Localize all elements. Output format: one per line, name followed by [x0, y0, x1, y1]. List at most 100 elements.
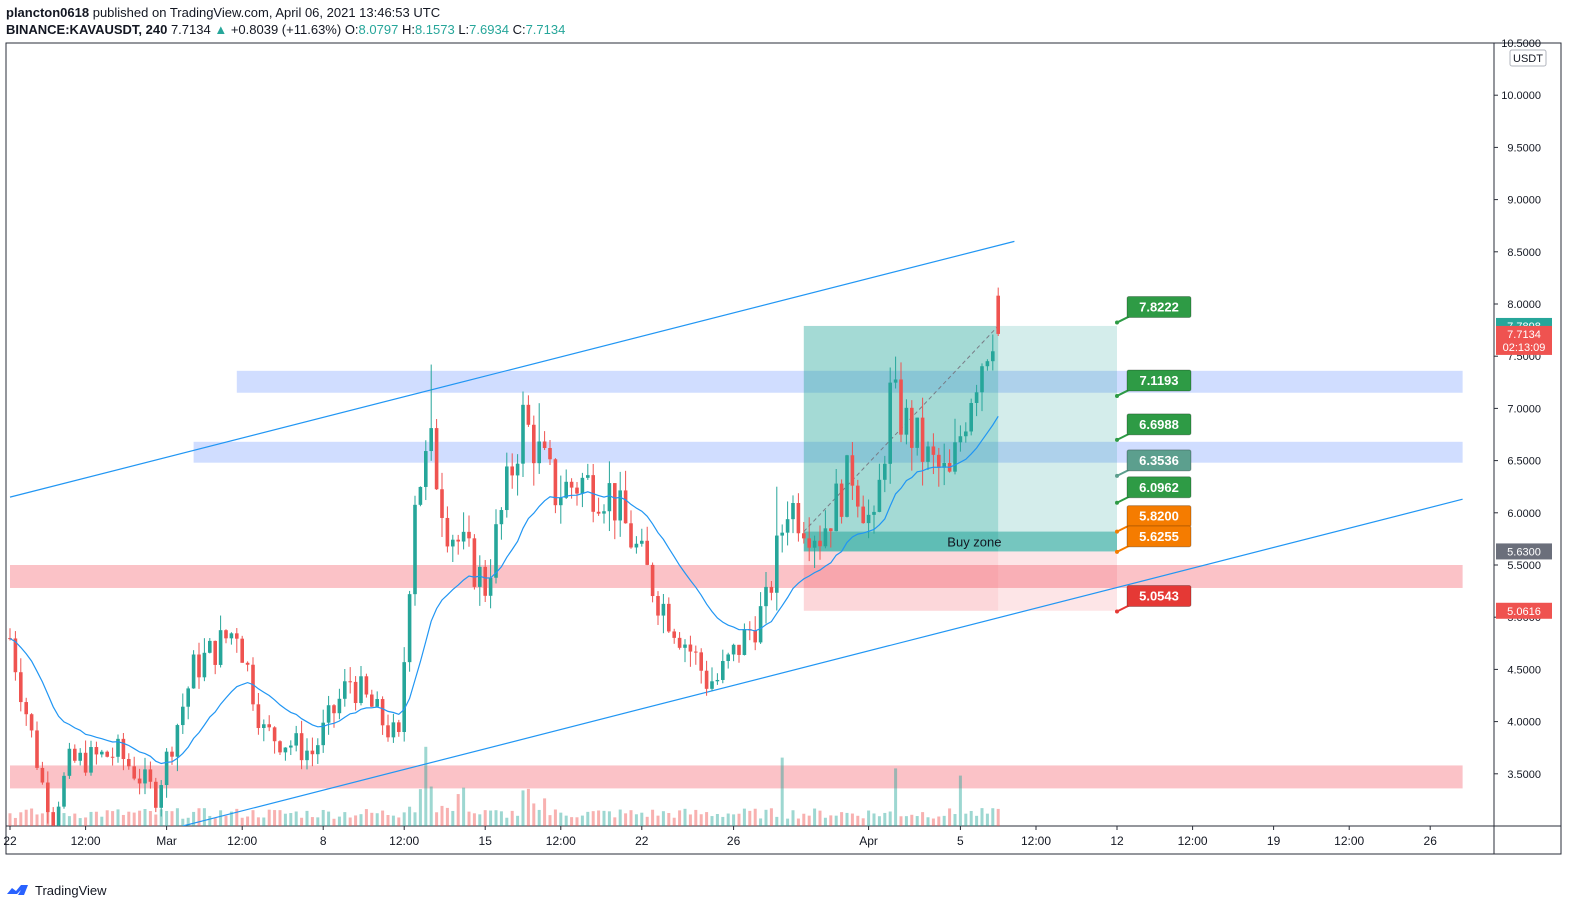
- candle-body[interactable]: [688, 644, 693, 652]
- candle-body[interactable]: [618, 490, 622, 521]
- candle-body[interactable]: [343, 681, 347, 699]
- candle-body[interactable]: [197, 654, 201, 678]
- candle-body[interactable]: [526, 404, 531, 425]
- candle-body[interactable]: [699, 652, 703, 671]
- candle-body[interactable]: [742, 629, 747, 655]
- candle-body[interactable]: [559, 497, 563, 506]
- candle-body[interactable]: [753, 630, 757, 643]
- buy-zone[interactable]: [803, 531, 1117, 552]
- candle-body[interactable]: [505, 466, 509, 511]
- candle-body[interactable]: [564, 481, 568, 498]
- candle-body[interactable]: [46, 782, 50, 813]
- footer-brand[interactable]: TradingView: [35, 882, 107, 898]
- candle-body[interactable]: [866, 514, 871, 524]
- candle-body[interactable]: [904, 407, 909, 435]
- candle-body[interactable]: [888, 382, 892, 464]
- candle-body[interactable]: [726, 654, 730, 662]
- candle-body[interactable]: [13, 638, 18, 673]
- candle-body[interactable]: [127, 759, 131, 767]
- candle-body[interactable]: [418, 486, 423, 505]
- candle-body[interactable]: [40, 767, 45, 783]
- candle-body[interactable]: [143, 769, 147, 784]
- candle-body[interactable]: [202, 652, 207, 678]
- price-badge[interactable]: [1496, 325, 1552, 355]
- candle-body[interactable]: [175, 725, 180, 757]
- candle-body[interactable]: [883, 463, 887, 480]
- candle-body[interactable]: [602, 511, 606, 514]
- candle-body[interactable]: [580, 477, 585, 494]
- candle-body[interactable]: [456, 539, 460, 542]
- candle-body[interactable]: [429, 428, 433, 452]
- candle-body[interactable]: [213, 640, 217, 665]
- candle-body[interactable]: [829, 528, 833, 532]
- candle-body[interactable]: [569, 481, 574, 488]
- ema-line[interactable]: [9, 415, 999, 765]
- candle-body[interactable]: [310, 750, 315, 755]
- candle-body[interactable]: [229, 633, 234, 639]
- candle-body[interactable]: [364, 676, 369, 695]
- candle-body[interactable]: [532, 424, 536, 464]
- candle-body[interactable]: [148, 769, 153, 782]
- candle-body[interactable]: [926, 446, 930, 462]
- candle-body[interactable]: [208, 640, 212, 653]
- candle-body[interactable]: [83, 752, 88, 773]
- candle-body[interactable]: [235, 633, 239, 639]
- candle-body[interactable]: [893, 379, 898, 383]
- publisher-name[interactable]: plancton0618: [6, 5, 90, 20]
- candle-body[interactable]: [488, 577, 493, 596]
- candle-body[interactable]: [812, 540, 817, 548]
- candle-body[interactable]: [629, 523, 633, 548]
- candle-body[interactable]: [839, 483, 844, 517]
- candle-body[interactable]: [29, 714, 34, 731]
- candle-body[interactable]: [553, 459, 558, 506]
- candle-body[interactable]: [953, 442, 957, 472]
- candle-body[interactable]: [380, 699, 385, 726]
- stop-zone-projection[interactable]: [998, 551, 1117, 611]
- candle-body[interactable]: [413, 504, 417, 595]
- candle-body[interactable]: [650, 564, 655, 597]
- price-badge[interactable]: [1496, 602, 1552, 619]
- candle-body[interactable]: [434, 428, 439, 490]
- candle-body[interactable]: [256, 704, 261, 728]
- currency-unit-box[interactable]: [1509, 49, 1547, 67]
- candle-body[interactable]: [159, 785, 163, 808]
- candle-body[interactable]: [170, 751, 174, 757]
- candle-body[interactable]: [137, 778, 142, 784]
- candle-body[interactable]: [262, 724, 266, 728]
- candle-body[interactable]: [321, 722, 325, 746]
- candle-body[interactable]: [218, 630, 223, 665]
- candle-body[interactable]: [769, 586, 774, 593]
- candle-body[interactable]: [19, 672, 23, 703]
- candle-body[interactable]: [656, 596, 660, 616]
- target-callout-box[interactable]: [1126, 585, 1192, 608]
- candle-body[interactable]: [996, 295, 1000, 334]
- candle-body[interactable]: [483, 566, 487, 596]
- candle-body[interactable]: [116, 738, 120, 757]
- candle-body[interactable]: [461, 531, 466, 542]
- candle-body[interactable]: [289, 745, 293, 748]
- candle-body[interactable]: [186, 688, 190, 707]
- candle-body[interactable]: [407, 594, 412, 663]
- candle-body[interactable]: [89, 747, 93, 773]
- candle-body[interactable]: [758, 606, 763, 643]
- candle-body[interactable]: [775, 535, 779, 593]
- candle-body[interactable]: [521, 404, 525, 464]
- target-callout-box[interactable]: [1126, 476, 1192, 499]
- candle-body[interactable]: [942, 462, 946, 468]
- candle-body[interactable]: [100, 751, 104, 755]
- candle-body[interactable]: [937, 454, 941, 468]
- candle-body[interactable]: [478, 566, 482, 587]
- candle-body[interactable]: [397, 722, 401, 732]
- candle-body[interactable]: [386, 725, 390, 738]
- price-badge[interactable]: [1496, 543, 1552, 560]
- candle-body[interactable]: [240, 638, 244, 663]
- candle-body[interactable]: [245, 662, 250, 665]
- candle-body[interactable]: [985, 361, 990, 367]
- target-callout-box[interactable]: [1126, 525, 1192, 548]
- candle-body[interactable]: [791, 503, 795, 520]
- candle-body[interactable]: [823, 528, 828, 547]
- candle-body[interactable]: [294, 733, 298, 746]
- candle-body[interactable]: [802, 533, 806, 539]
- candle-body[interactable]: [191, 654, 196, 689]
- candle-body[interactable]: [424, 451, 428, 487]
